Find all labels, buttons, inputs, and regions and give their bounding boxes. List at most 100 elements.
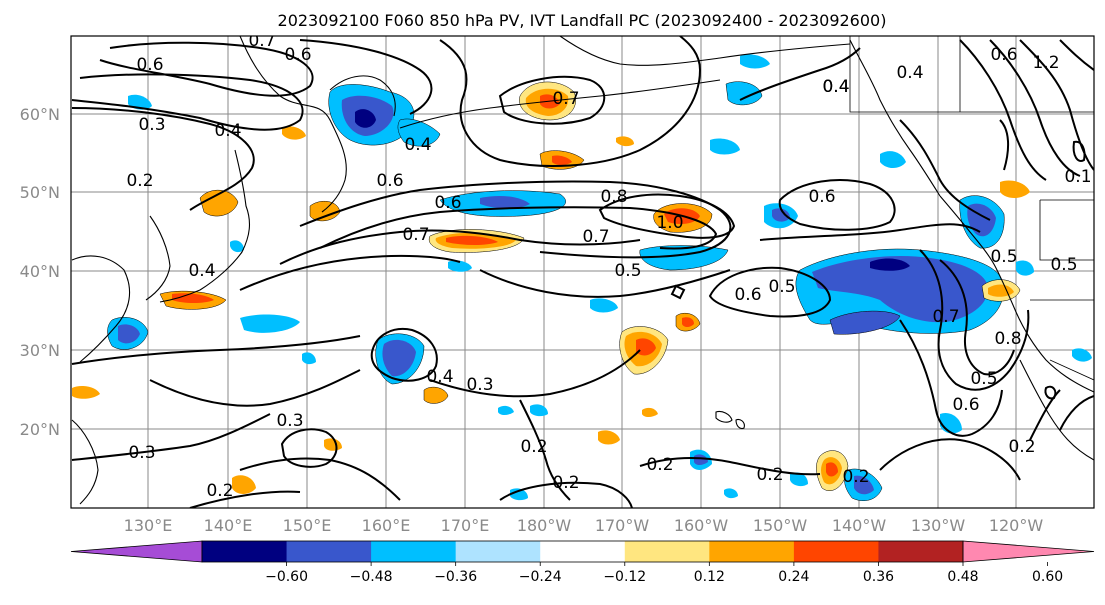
contour-label: 0.1 <box>1064 167 1091 187</box>
positive-shading <box>232 475 256 494</box>
colorbar-box <box>709 541 795 562</box>
contour-label: 0.7 <box>552 89 579 109</box>
contour-label: 0.5 <box>990 247 1017 267</box>
contour-line <box>439 36 702 167</box>
lon-label: 160°W <box>674 516 729 535</box>
negative-shading <box>694 454 708 465</box>
contour-label: 0.2 <box>646 455 673 475</box>
contour-label: 0.6 <box>284 45 311 65</box>
contour-label: 0.2 <box>756 465 783 485</box>
positive-shading <box>1016 260 1034 276</box>
coastline <box>239 36 347 213</box>
positive-shading <box>616 136 634 147</box>
coastline <box>735 418 745 430</box>
negative-shading <box>854 475 874 495</box>
positive-shading <box>72 386 100 399</box>
contour-line <box>239 457 401 501</box>
colorbar-tick-label: 0.24 <box>778 569 809 585</box>
contour-label: 1.2 <box>1032 53 1059 73</box>
positive-shading <box>1000 180 1030 198</box>
contour-line <box>899 319 1003 437</box>
coastline <box>559 36 851 66</box>
negative-shading <box>128 94 152 110</box>
colorbar-box <box>202 541 288 562</box>
contour-label: 0.6 <box>952 395 979 415</box>
lon-label: 120°W <box>989 516 1044 535</box>
contour-line <box>708 266 832 318</box>
colorbar-tick-label: 0.60 <box>1032 569 1063 585</box>
contour-line <box>1059 395 1094 431</box>
contour-line <box>99 41 314 97</box>
contour-line <box>370 328 438 382</box>
colorbar-tick-label: −0.36 <box>434 569 477 585</box>
contour-label: 0.2 <box>206 481 233 501</box>
contour-label: 0.4 <box>188 261 215 281</box>
colorbar-tick-label: 0.12 <box>694 569 725 585</box>
negative-shading <box>790 472 808 487</box>
negative-shading <box>812 255 989 323</box>
contour-line <box>1019 39 1094 171</box>
contour-line <box>939 259 1015 376</box>
lat-label: 60°N <box>20 105 60 124</box>
contour-label: 0.3 <box>128 443 155 463</box>
contour-label: 0.8 <box>994 329 1021 349</box>
lon-label: 140°E <box>204 516 253 535</box>
negative-shading <box>448 260 472 272</box>
colorbar-extend-max <box>962 540 1095 563</box>
negative-shading <box>302 352 316 365</box>
contour-line <box>280 428 338 468</box>
borders <box>849 36 1094 381</box>
contour-label: 0.6 <box>434 193 461 213</box>
coastline <box>1019 359 1094 461</box>
contour-line <box>778 179 896 231</box>
negative-shading <box>118 324 140 344</box>
lon-label: 130°E <box>124 516 173 535</box>
contour-line <box>519 399 571 501</box>
contour-line <box>919 249 1030 391</box>
contour-label: 0.3 <box>276 411 303 431</box>
contour-label: 0.7 <box>248 31 275 51</box>
contour-label: 0.7 <box>402 225 429 245</box>
coastline <box>71 255 131 363</box>
positive-shading <box>324 438 342 451</box>
contour-label: 0.7 <box>582 227 609 247</box>
colorbar-box <box>540 541 626 562</box>
colorbar-box <box>878 541 964 562</box>
colorbar-box <box>624 541 710 562</box>
negative-shading <box>870 258 910 271</box>
contour-label: 0.3 <box>138 115 165 135</box>
contour-label: 0.6 <box>808 187 835 207</box>
lon-label: 170°E <box>441 516 490 535</box>
lon-label: 150°W <box>753 516 808 535</box>
negative-shading <box>590 298 618 313</box>
contour-line <box>1044 385 1057 400</box>
lon-label: 170°W <box>595 516 650 535</box>
contour-label: 0.4 <box>896 63 923 83</box>
positive-shading <box>446 235 498 245</box>
contour-label: 0.6 <box>376 171 403 191</box>
contour-line <box>71 73 304 131</box>
positive-shading <box>598 430 620 445</box>
contour-label: 0.6 <box>734 285 761 305</box>
lat-label: 20°N <box>20 420 60 439</box>
contour-label: 0.5 <box>768 277 795 297</box>
positive-shading <box>172 293 214 303</box>
colorbar-box <box>793 541 879 562</box>
contour-label: 0.5 <box>970 369 997 389</box>
negative-shading <box>639 245 729 271</box>
lon-label: 180°W <box>517 516 572 535</box>
contour-line <box>498 75 606 125</box>
contour-line <box>1029 389 1061 441</box>
negative-shading <box>230 240 244 253</box>
contour-label: 1.0 <box>656 213 683 233</box>
colorbar-box <box>371 541 457 562</box>
border <box>1039 200 1094 261</box>
contour-label: 0.4 <box>426 367 453 387</box>
contour-label: 0.5 <box>1050 255 1077 275</box>
colorbar-tick-label: −0.12 <box>603 569 646 585</box>
negative-shading <box>382 339 416 377</box>
positive-shading <box>642 407 658 417</box>
coastline <box>849 39 941 197</box>
